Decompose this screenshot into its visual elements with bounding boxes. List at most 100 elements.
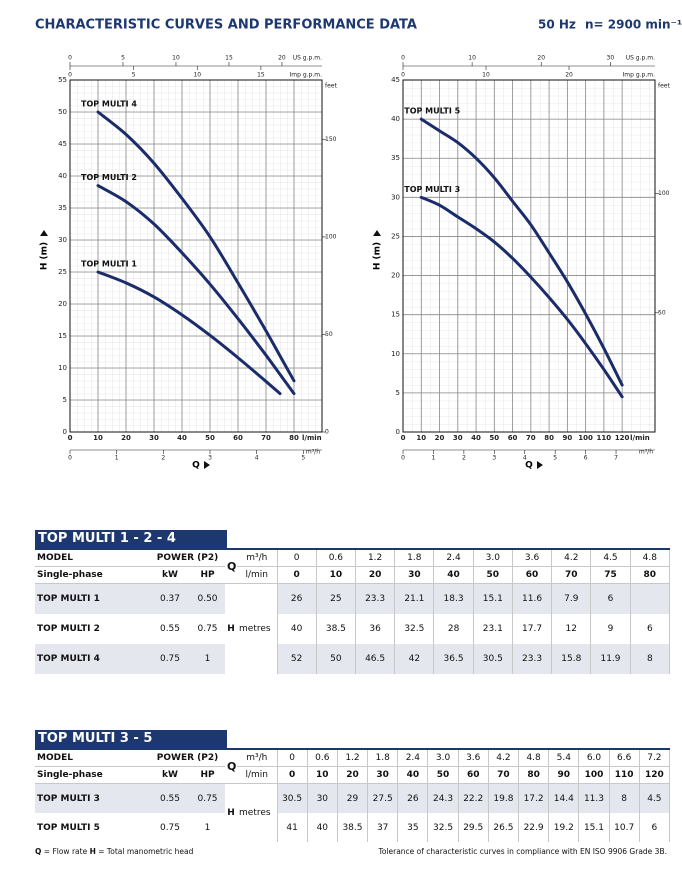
top-axis-tick-label: 20 (565, 72, 573, 79)
flow-m3h: 1.8 (367, 749, 399, 767)
x2-tick-label: 1 (432, 455, 436, 462)
y-tick-label: 5 (396, 389, 400, 397)
header-cell: MODEL (35, 549, 150, 567)
flow-m3h: 2.4 (397, 749, 429, 767)
data-row: TOP MULTI 2 0.55 0.75 40 38.5 36 32.5 28 23.1 17.… (35, 614, 671, 644)
y2-tick-label: 100 (325, 233, 337, 240)
curve (96, 110, 296, 383)
flow-m3h: 5.4 (548, 749, 580, 767)
y-tick-label: 5 (63, 396, 67, 404)
header-cell: Single-phase (35, 766, 150, 784)
symbol: Q (35, 847, 42, 856)
head-value: 19.2 (548, 813, 580, 842)
y-tick-label: 45 (58, 140, 67, 148)
model-cell: TOP MULTI 5 (37, 822, 100, 833)
y-tick-label: 55 (58, 76, 67, 84)
y2-tick-label: 50 (325, 331, 333, 338)
flow-m3h: 0 (276, 549, 317, 567)
data-row: TOP MULTI 5 0.75 1 41 40 38.5 37 35 32.5 29.5 26.5… (35, 813, 671, 842)
head-value: 26.5 (487, 813, 520, 842)
y-tick-label: 25 (391, 232, 400, 240)
model-cell: TOP MULTI 2 (37, 624, 100, 634)
x-tick-label: 0 (68, 434, 73, 442)
x-tick-label: 80 (289, 434, 299, 442)
header-row: Single-phase kW HP l/min 0 10 20 30 40 50 60 70 75 80 (35, 566, 671, 584)
top-axis-tick-label: 10 (482, 72, 490, 79)
flow-m3h: 6.6 (608, 749, 640, 767)
head-value: 9 (590, 614, 631, 644)
x-tick-label: 30 (149, 434, 159, 442)
header-cell: POWER (P2) (150, 549, 226, 567)
head-value: 11.3 (578, 783, 610, 813)
head-value: 32.5 (427, 813, 459, 842)
flow-m3h: 0.6 (306, 749, 338, 767)
x2-tick-label: 6 (584, 455, 588, 462)
x2-tick-label: 5 (301, 455, 305, 462)
flow-m3h: 6.0 (578, 749, 610, 767)
x-tick-label: 60 (508, 434, 518, 442)
flow-lmin: 100 (578, 766, 610, 784)
hp-cell: 0.75 (197, 624, 218, 634)
speed: n= 2900 min⁻¹ (585, 18, 682, 32)
flow-lmin: 0 (276, 566, 317, 584)
charts-area: CHARACTERISTIC CURVES AND PERFORMANCE DA… (35, 18, 682, 471)
frequency: 50 Hz (538, 18, 576, 32)
flow-lmin: 110 (608, 766, 640, 784)
curve (96, 270, 282, 396)
head-symbol: H (225, 783, 238, 842)
flow-m3h: 1.8 (394, 549, 435, 567)
model-cell: TOP MULTI 1 (35, 583, 150, 614)
flow-lmin: 80 (629, 566, 671, 584)
head-value: 11.6 (511, 583, 553, 614)
flow-lmin: 30 (367, 766, 399, 784)
head-value: 22.9 (518, 813, 550, 842)
flow-lmin: 40 (433, 566, 474, 584)
header-cell: m³/h (237, 549, 278, 567)
flow-lmin: 70 (487, 766, 520, 784)
x2-axis-label: m³/h (306, 449, 320, 456)
y2-tick-label: 50 (658, 309, 666, 316)
axis-arrow (40, 230, 48, 236)
head-value: 38.5 (336, 813, 369, 842)
head-value: 30.5 (276, 783, 308, 813)
head-value: 8 (608, 783, 640, 813)
head-value: 27.5 (367, 783, 399, 813)
head-value: 6 (590, 583, 631, 614)
header-row: Single-phase kW HP l/min 0 10 20 30 40 50 60 70 80 90… (35, 766, 671, 784)
flow-lmin: 120 (638, 766, 671, 784)
top-axis-tick-label: 5 (121, 55, 125, 62)
head-value: 36 (354, 614, 396, 644)
y-axis-label: H (m) (40, 242, 50, 270)
x2-tick-label: 4 (255, 455, 259, 462)
x-tick-label: 110 (597, 434, 612, 442)
x-tick-label: 70 (261, 434, 271, 442)
x-tick-label: 80 (544, 434, 554, 442)
y-tick-label: 15 (58, 332, 67, 340)
head-value: 38.5 (315, 614, 356, 644)
note: = Total manometric head (98, 847, 194, 856)
head-value: 10.7 (608, 813, 640, 842)
head-value: 7.9 (551, 583, 592, 614)
x2-tick-label: 4 (523, 455, 527, 462)
head-value: 46.5 (354, 644, 396, 674)
head-value: 30.5 (472, 644, 513, 674)
header-cell: HP (190, 566, 226, 584)
flow-lmin: 50 (472, 566, 513, 584)
flow-m3h: 3.0 (427, 749, 459, 767)
y2-tick-label: 150 (325, 136, 337, 143)
flow-m3h: 4.8 (629, 549, 671, 567)
x-axis-label: Q (192, 461, 200, 471)
head-value: 23.3 (354, 583, 396, 614)
head-value: 36.5 (433, 644, 474, 674)
header-cell: Q (225, 749, 238, 784)
y-tick-label: 35 (58, 204, 67, 212)
head-value: 41 (276, 813, 308, 842)
head-value: 40 (276, 614, 317, 644)
x-tick-label: 90 (562, 434, 572, 442)
y-tick-label: 40 (58, 172, 67, 180)
flow-m3h: 1.2 (354, 549, 396, 567)
head-value: 17.7 (511, 614, 553, 644)
head-unit: metres (237, 783, 278, 842)
curve-label: TOP MULTI 4 (81, 100, 137, 109)
